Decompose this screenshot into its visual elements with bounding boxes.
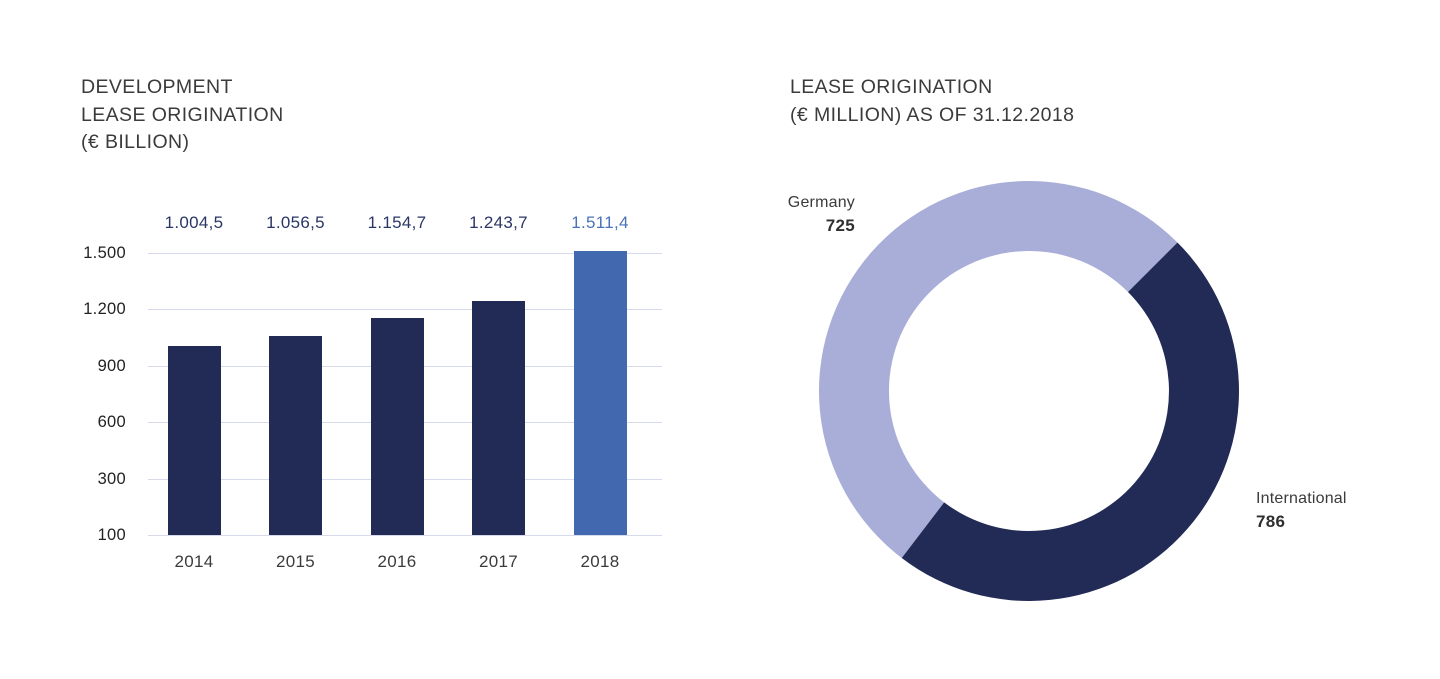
bar-chart-title-line-3: (€ BILLION) — [81, 131, 190, 153]
donut-chart-title-line-1: LEASE ORIGINATION — [790, 76, 993, 98]
donut-label-germany: Germany 725 — [755, 191, 855, 237]
bar-value-label-2015: 1.056,5 — [266, 213, 325, 232]
international-label: International — [1256, 490, 1347, 507]
donut-segment-international — [901, 242, 1239, 601]
bar-chart-title-line-2: LEASE ORIGINATION — [81, 103, 284, 126]
y-axis-tick-300: 300 — [97, 469, 126, 488]
donut-chart — [818, 180, 1239, 601]
bar-2017 — [472, 301, 525, 535]
bar-2015 — [269, 336, 322, 535]
y-axis-tick-900: 900 — [97, 356, 126, 375]
y-axis-tick-1200: 1.200 — [83, 300, 126, 319]
bar-value-label-2017: 1.243,7 — [469, 213, 528, 232]
donut-chart-title: LEASE ORIGINATION (€ MILLION) AS OF 31.1… — [790, 74, 1074, 129]
x-axis-label-2018: 2018 — [580, 552, 620, 571]
bar-value-label-2016: 1.154,7 — [367, 213, 427, 232]
bar-value-label-2014: 1.004,5 — [164, 213, 224, 232]
bar-value-label-2018: 1.511,4 — [571, 213, 629, 232]
y-axis-tick-100: 100 — [97, 526, 126, 544]
germany-value: 725 — [825, 216, 855, 235]
x-axis-label-2015: 2015 — [275, 552, 316, 571]
x-axis-label-2016: 2016 — [377, 552, 417, 571]
donut-chart-title-line-2: (€ MILLION) AS OF 31.12.2018 — [790, 103, 1075, 126]
x-axis-label-2014: 2014 — [174, 552, 214, 571]
bar-chart-title: DEVELOPMENT LEASE ORIGINATION (€ BILLION… — [81, 74, 284, 157]
bar-2014 — [167, 346, 221, 535]
gridline-100 — [148, 535, 662, 536]
donut-segment-germany — [818, 180, 1178, 559]
x-axis-label-2017: 2017 — [478, 552, 519, 571]
donut-label-international: International 786 — [1256, 487, 1396, 533]
international-value: 786 — [1256, 512, 1286, 531]
bar-chart-title-line-1: DEVELOPMENT — [81, 76, 233, 98]
bar-2016 — [370, 317, 424, 535]
bar-2018 — [573, 250, 627, 535]
gridline-1200 — [148, 309, 662, 311]
y-axis-tick-600: 600 — [97, 413, 126, 432]
gridline-1500 — [148, 253, 662, 254]
germany-label: Germany — [787, 194, 855, 211]
y-axis-tick-1500: 1.500 — [83, 244, 126, 262]
